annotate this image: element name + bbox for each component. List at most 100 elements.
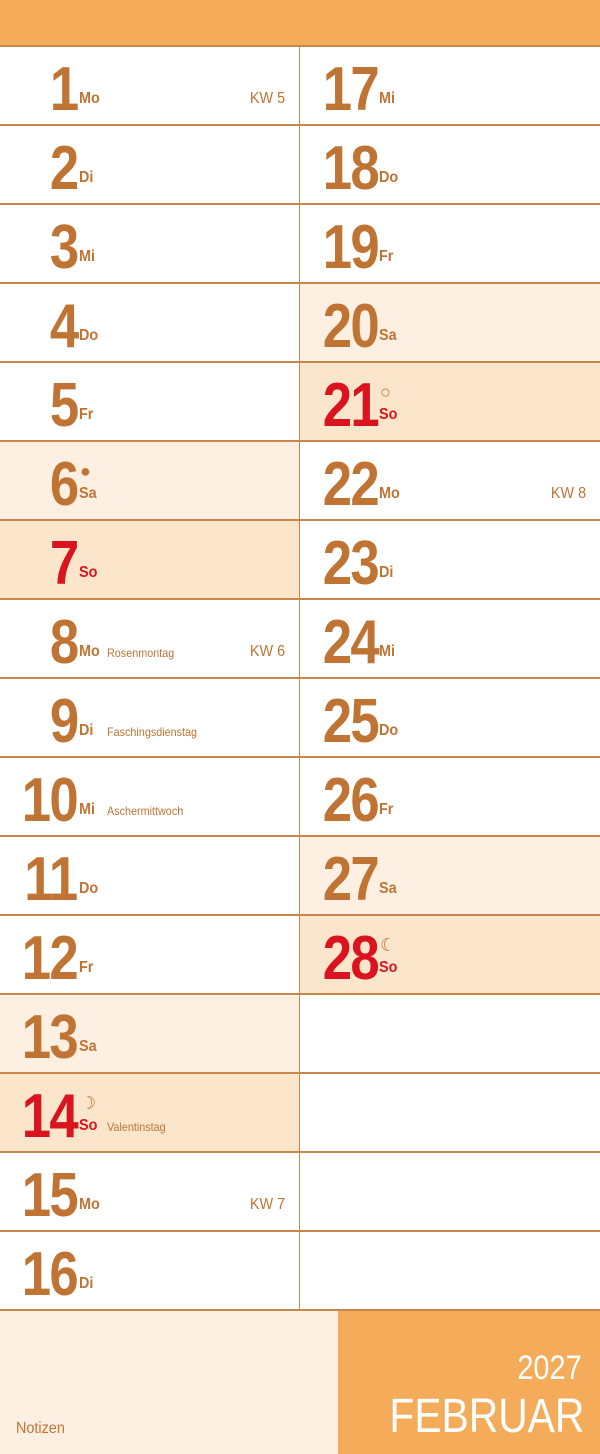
day-number: 4 — [49, 292, 78, 361]
holiday-label: Rosenmontag — [107, 646, 175, 660]
calendar-week-label: KW 5 — [249, 90, 285, 107]
day-row: 25 Do — [300, 679, 600, 758]
moon-phase-icon: ☽ — [80, 1093, 97, 1113]
calendar-week-label: KW 8 — [550, 485, 586, 502]
day-row: 16 Di — [0, 1232, 299, 1311]
month-panel: 2027 FEBRUAR — [338, 1311, 600, 1454]
day-row: 3 Mi — [0, 205, 299, 284]
weekday-label: So — [79, 1117, 98, 1134]
day-row: 2 Di — [0, 126, 299, 205]
weekday-label: Sa — [79, 485, 97, 502]
year-label: 2027 — [517, 1349, 582, 1387]
weekday-label: Sa — [379, 327, 397, 344]
weekday-label: Fr — [379, 248, 394, 265]
weekday-label: Fr — [79, 406, 94, 423]
notes-area: Notizen — [0, 1311, 338, 1454]
day-row: 7 So — [0, 521, 299, 600]
day-row: 27 Sa — [300, 837, 600, 916]
day-number: 22 — [322, 450, 380, 519]
weekday-label: Do — [379, 722, 399, 739]
day-number: 20 — [322, 292, 380, 361]
holiday-label: Valentinstag — [107, 1120, 166, 1134]
day-number: 28 — [322, 924, 380, 993]
day-row: 13 Sa — [0, 995, 299, 1074]
day-row: 18 Do — [300, 126, 600, 205]
weekday-label: Sa — [379, 880, 397, 897]
empty-row — [300, 1232, 600, 1311]
weekday-label: Mi — [379, 90, 396, 107]
day-row: 28 ☾ So — [300, 916, 600, 995]
weekday-label: Do — [79, 880, 99, 897]
day-row: 11 Do — [0, 837, 299, 916]
day-number: 3 — [49, 213, 78, 282]
weekday-label: So — [379, 959, 398, 976]
weekday-label: Mi — [379, 643, 396, 660]
weekday-label: So — [79, 564, 98, 581]
day-row: 22 Mo KW 8 — [300, 442, 600, 521]
days-column-left: 1 Mo KW 5 2 Di 3 Mi 4 Do 5 Fr 6 ● Sa 7 So 8 Mo Rosenmontag… — [0, 47, 300, 1311]
month-label: FEBRUAR — [389, 1390, 584, 1443]
weekday-label: Di — [79, 1275, 94, 1292]
day-number: 13 — [21, 1003, 79, 1072]
day-number: 21 — [322, 371, 380, 440]
weekday-label: Mo — [79, 90, 100, 107]
day-row: 10 Mi Aschermittwoch — [0, 758, 299, 837]
day-row: 12 Fr — [0, 916, 299, 995]
day-number: 14 — [21, 1082, 79, 1151]
day-number: 15 — [21, 1161, 79, 1230]
day-row: 20 Sa — [300, 284, 600, 363]
calendar-week-label: KW 7 — [249, 1196, 285, 1213]
day-number: 2 — [49, 134, 78, 203]
day-row: 26 Fr — [300, 758, 600, 837]
weekday-label: Sa — [79, 1038, 97, 1055]
weekday-label: Di — [79, 722, 94, 739]
weekday-label: Do — [379, 169, 399, 186]
weekday-label: Fr — [79, 959, 94, 976]
day-number: 24 — [322, 608, 380, 677]
day-number: 5 — [49, 371, 78, 440]
day-number: 16 — [21, 1240, 79, 1309]
day-number: 10 — [21, 766, 79, 835]
day-number: 27 — [322, 845, 380, 914]
notes-label: Notizen — [16, 1420, 65, 1437]
day-row: 4 Do — [0, 284, 299, 363]
weekday-label: Mo — [79, 1196, 100, 1213]
day-number: 1 — [49, 55, 78, 124]
weekday-label: Mi — [79, 801, 96, 818]
weekday-label: Fr — [379, 801, 394, 818]
day-row: 14 ☽ So Valentinstag — [0, 1074, 299, 1153]
calendar-week-label: KW 6 — [249, 643, 285, 660]
day-row: 9 Di Faschingsdienstag — [0, 679, 299, 758]
day-row: 5 Fr — [0, 363, 299, 442]
day-number: 6 — [49, 450, 78, 519]
day-number: 11 — [24, 845, 79, 914]
day-row: 6 ● Sa — [0, 442, 299, 521]
day-row: 8 Mo Rosenmontag KW 6 — [0, 600, 299, 679]
day-number: 8 — [49, 608, 78, 677]
header-bar — [0, 0, 600, 47]
day-row: 24 Mi — [300, 600, 600, 679]
moon-phase-icon: ☾ — [380, 935, 397, 955]
day-number: 25 — [322, 687, 380, 756]
days-column-right: 17 Mi 18 Do 19 Fr 20 Sa 21 ○ So 22 Mo KW 8 23 Di 24 Mi 25 D… — [300, 47, 600, 1311]
holiday-label: Aschermittwoch — [107, 804, 184, 818]
day-number: 17 — [322, 55, 380, 124]
day-number: 26 — [322, 766, 380, 835]
day-number: 9 — [49, 687, 78, 756]
day-row: 23 Di — [300, 521, 600, 600]
weekday-label: Mo — [79, 643, 100, 660]
day-number: 23 — [322, 529, 380, 598]
day-number: 18 — [322, 134, 380, 203]
day-row: 15 Mo KW 7 — [0, 1153, 299, 1232]
day-row: 1 Mo KW 5 — [0, 47, 299, 126]
day-row: 19 Fr — [300, 205, 600, 284]
weekday-label: Mi — [79, 248, 96, 265]
weekday-label: Do — [79, 327, 99, 344]
weekday-label: Di — [79, 169, 94, 186]
weekday-label: Di — [379, 564, 394, 581]
empty-row — [300, 1074, 600, 1153]
holiday-label: Faschingsdienstag — [107, 725, 198, 739]
weekday-label: So — [379, 406, 398, 423]
day-row: 17 Mi — [300, 47, 600, 126]
day-number: 12 — [21, 924, 79, 993]
